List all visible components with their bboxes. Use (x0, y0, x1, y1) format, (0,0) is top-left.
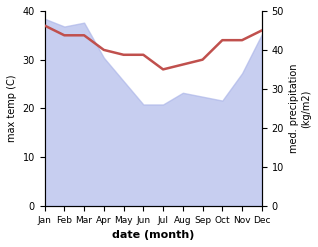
X-axis label: date (month): date (month) (112, 230, 194, 240)
Y-axis label: max temp (C): max temp (C) (7, 75, 17, 142)
Y-axis label: med. precipitation
(kg/m2): med. precipitation (kg/m2) (289, 64, 311, 153)
